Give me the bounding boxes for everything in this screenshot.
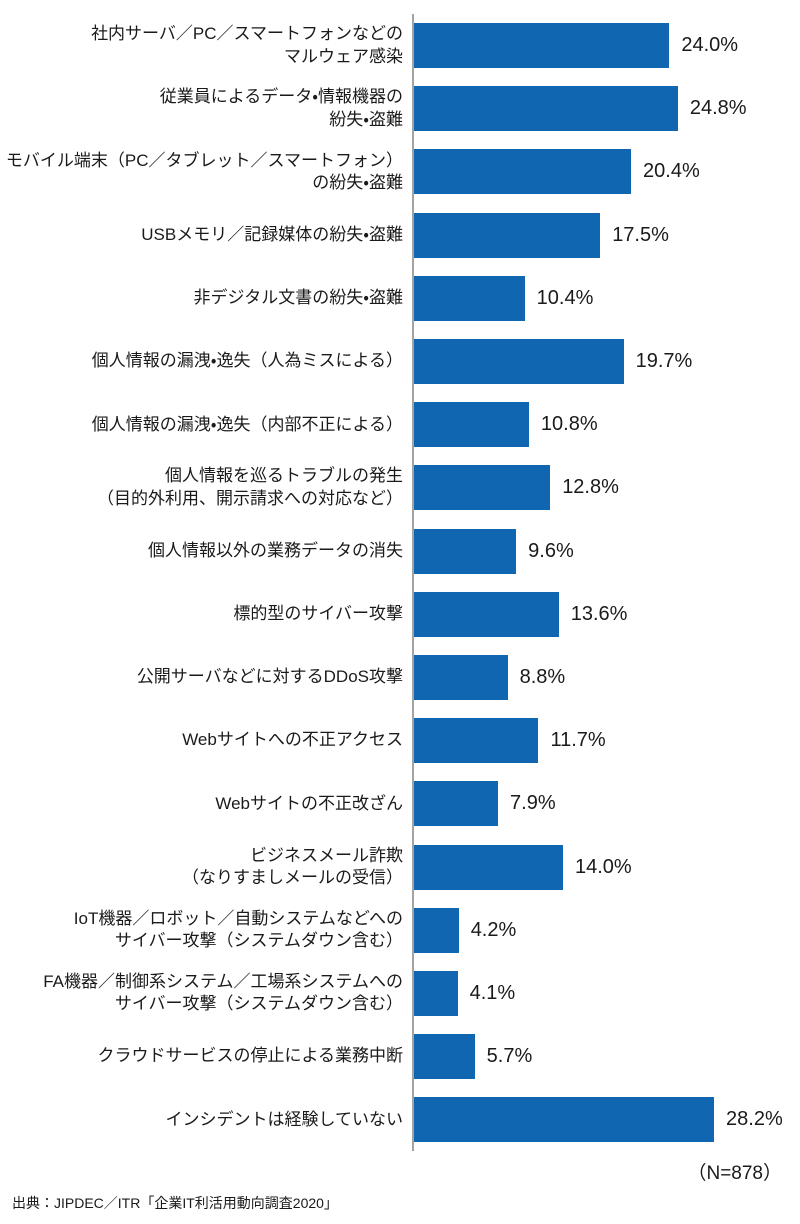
bar-area: 5.7% xyxy=(412,1025,800,1089)
bar xyxy=(414,781,499,827)
value-label: 19.7% xyxy=(635,350,693,373)
bar-row: FA機器／制御系システム／工場系システムへの サイバー攻撃（システムダウン含む）… xyxy=(0,961,800,1025)
bar-area: 8.8% xyxy=(412,645,800,710)
category-label: インシデントは経験していない xyxy=(165,1109,404,1129)
category-label: 個人情報の漏洩・逸失（人為ミスによる） xyxy=(91,351,403,371)
bar xyxy=(414,402,529,448)
category-label: 公開サーバなどに対するDDoS攻撃 xyxy=(136,667,403,687)
bar-area: 24.0% xyxy=(412,14,800,78)
value-label: 10.8% xyxy=(540,413,598,436)
value-label: 24.0% xyxy=(681,34,739,57)
bar-row: 従業員によるデータ・情報機器の 紛失・盗難 24.8% xyxy=(0,77,800,141)
category-label: FA機器／制御系システム／工場系システムへの サイバー攻撃（システムダウン含む） xyxy=(43,971,403,1014)
bar-row: ビジネスメール詐欺 （なりすましメールの受信） 14.0% xyxy=(0,835,800,899)
bar-row: モバイル端末（PC／タブレット／スマートフォン） の紛失・盗難 20.4% xyxy=(0,140,800,204)
value-label: 11.7% xyxy=(550,729,606,752)
bar-area: 20.4% xyxy=(412,140,800,204)
bar-row: 個人情報の漏洩・逸失（人為ミスによる） 19.7% xyxy=(0,329,800,394)
value-label: 8.8% xyxy=(519,665,566,688)
category-label: クラウドサービスの停止による業務中断 xyxy=(97,1046,404,1066)
bar xyxy=(414,275,525,321)
bar xyxy=(414,654,508,700)
category-label: 個人情報の漏洩・逸失（内部不正による） xyxy=(91,414,403,434)
value-label: 14.0% xyxy=(574,855,632,878)
bar-area: 12.8% xyxy=(412,456,800,520)
bar-area: 28.2% xyxy=(412,1088,800,1152)
bar-area: 13.6% xyxy=(412,582,800,646)
value-label: 4.2% xyxy=(470,918,517,941)
bar-row: Webサイトへの不正アクセス 11.7% xyxy=(0,709,800,773)
category-label: モバイル端末（PC／タブレット／スマートフォン） の紛失・盗難 xyxy=(5,150,403,192)
category-label: Webサイトの不正改ざん xyxy=(215,793,403,813)
bar xyxy=(414,339,624,385)
sample-size-label: （N=878） xyxy=(687,1163,782,1184)
value-label: 13.6% xyxy=(570,602,628,625)
bar xyxy=(414,844,563,890)
value-label: 12.8% xyxy=(562,476,619,499)
category-label: IoT機器／ロボット／自動システムなどへの サイバー攻撃（システムダウン含む） xyxy=(73,908,403,951)
value-label: 28.2% xyxy=(726,1108,783,1131)
bar-row: Webサイトの不正改ざん 7.9% xyxy=(0,772,800,836)
bar-area: 19.7% xyxy=(412,329,800,394)
bar xyxy=(414,591,559,637)
value-label: 9.6% xyxy=(528,539,574,562)
bar xyxy=(414,970,458,1016)
value-label: 5.7% xyxy=(486,1045,533,1068)
category-label: ビジネスメール詐欺 （なりすましメールの受信） xyxy=(182,845,403,888)
category-label: 個人情報を巡るトラブルの発生 （目的外利用、開示請求への対応など） xyxy=(97,466,403,508)
bar-row: 個人情報を巡るトラブルの発生 （目的外利用、開示請求への対応など） 12.8% xyxy=(0,456,800,520)
category-label: 社内サーバ／PC／スマートフォンなどの マルウェア感染 xyxy=(91,24,403,66)
value-label: 24.8% xyxy=(689,97,747,120)
bar-area: 11.7% xyxy=(412,709,800,773)
bar-row: 標的型のサイバー攻撃 13.6% xyxy=(0,582,800,646)
bar-row: 公開サーバなどに対するDDoS攻撃 8.8% xyxy=(0,645,800,710)
bar xyxy=(414,907,459,953)
chart-rows: 社内サーバ／PC／スマートフォンなどの マルウェア感染 24.0% 従業員によるデー… xyxy=(0,14,800,1152)
bar-area: 17.5% xyxy=(412,203,800,267)
bar-area: 4.2% xyxy=(412,898,800,962)
value-label: 4.1% xyxy=(469,981,516,1004)
bar-row: 社内サーバ／PC／スマートフォンなどの マルウェア感染 24.0% xyxy=(0,14,800,78)
bar-area: 14.0% xyxy=(412,835,800,899)
bar xyxy=(414,149,632,195)
bar-area: 4.1% xyxy=(412,961,800,1025)
category-label: 従業員によるデータ・情報機器の 紛失・盗難 xyxy=(159,87,403,129)
bar-row: 非デジタル文書の紛失・盗難 10.4% xyxy=(0,266,800,330)
bar-row: 個人情報の漏洩・逸失（内部不正による） 10.8% xyxy=(0,393,800,457)
bar-area: 7.9% xyxy=(412,772,800,836)
category-label: 非デジタル文書の紛失・盗難 xyxy=(193,288,403,308)
bar-area: 9.6% xyxy=(412,519,800,583)
bar-area: 24.8% xyxy=(412,77,800,141)
category-label: 個人情報以外の業務データの消失 xyxy=(148,540,403,560)
bar-row: USBメモリ／記録媒体の紛失・盗難 17.5% xyxy=(0,203,800,267)
bar-row: 個人情報以外の業務データの消失 9.6% xyxy=(0,519,800,583)
bar-row: クラウドサービスの停止による業務中断 5.7% xyxy=(0,1025,800,1089)
value-label: 7.9% xyxy=(510,792,556,815)
bar xyxy=(414,212,601,258)
bar-row: IoT機器／ロボット／自動システムなどへの サイバー攻撃（システムダウン含む） 4… xyxy=(0,898,800,962)
bar-area: 10.8% xyxy=(412,393,800,457)
bar xyxy=(414,1034,475,1080)
source-note: 出典：JIPDEC／ITR「企業IT利活用動向調査2020」 xyxy=(12,1195,338,1211)
category-label: USBメモリ／記録媒体の紛失・盗難 xyxy=(141,224,403,244)
bar xyxy=(414,1097,715,1143)
category-label: 標的型のサイバー攻撃 xyxy=(233,604,403,624)
bar xyxy=(414,465,551,511)
bar xyxy=(414,528,517,574)
value-label: 10.4% xyxy=(536,286,594,309)
bar xyxy=(414,718,539,764)
category-label: Webサイトへの不正アクセス xyxy=(182,730,403,750)
bar xyxy=(414,86,678,132)
bar-row: インシデントは経験していない 28.2% xyxy=(0,1088,800,1152)
bar-area: 10.4% xyxy=(412,266,800,330)
value-label: 17.5% xyxy=(612,223,669,246)
value-label: 20.4% xyxy=(643,160,700,183)
bar xyxy=(414,23,670,69)
